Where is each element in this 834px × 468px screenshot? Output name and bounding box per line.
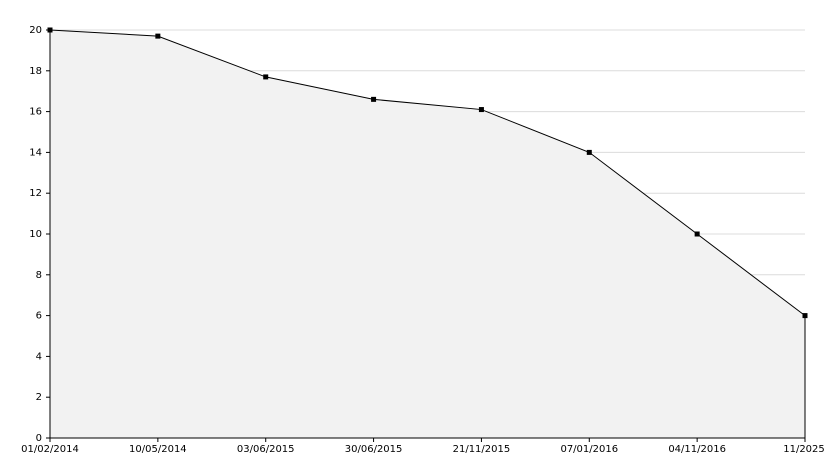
marker [478,107,484,113]
x-tick-label: 01/02/2014 [21,444,79,455]
x-tick-label: 10/05/2014 [129,444,187,455]
marker [586,149,592,155]
y-tick-label: 6 [36,311,42,322]
x-tick-label: 11/2025 [783,444,825,455]
x-tick-label: 04/11/2016 [668,444,726,455]
x-tick-label: 03/06/2015 [237,444,295,455]
marker [155,33,161,39]
x-tick-label: 07/01/2016 [560,444,618,455]
marker [694,231,700,237]
line [49,29,806,316]
y-tick-label: 20 [29,25,42,36]
marker [263,74,269,80]
y-tick-label: 18 [29,66,42,77]
marker [802,313,808,319]
y-tick-label: 12 [29,188,42,199]
y-tick-label: 8 [36,270,42,281]
y-tick-label: 14 [29,147,42,158]
y-tick-label: 4 [36,351,42,362]
marker [371,96,377,102]
y-tick-label: 10 [29,229,42,240]
y-tick-label: 0 [36,433,42,444]
area-fill [50,30,805,438]
y-tick-label: 2 [36,392,42,403]
x-tick-label: 21/11/2015 [453,444,511,455]
x-tick-label: 30/06/2015 [345,444,403,455]
y-tick-label: 16 [29,107,42,118]
